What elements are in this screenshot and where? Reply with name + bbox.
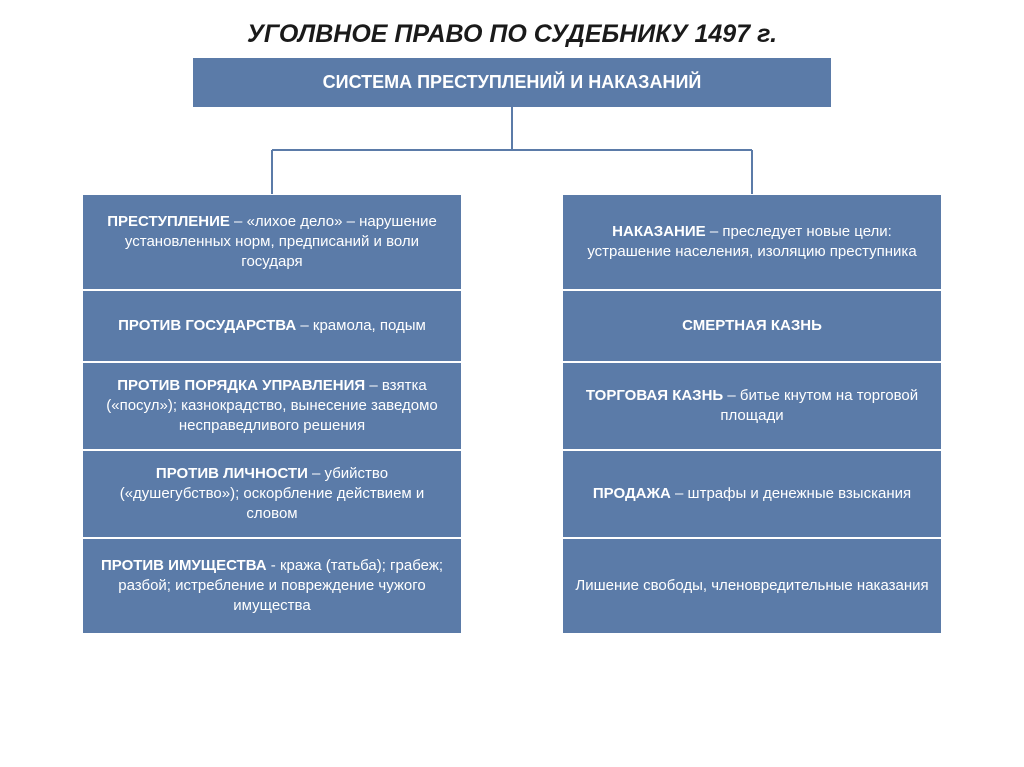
punishment-cell-3: ПРОДАЖА – штрафы и денежные взыскания <box>562 450 942 538</box>
crime-cell-3: ПРОТИВ ЛИЧНОСТИ – убийство («душегубство… <box>82 450 462 538</box>
column-crimes: ПРЕСТУПЛЕНИЕ – «лихое дело» – нарушение … <box>82 194 462 634</box>
punishment-cell-2: ТОРГОВАЯ КАЗНЬ – битье кнутом на торгово… <box>562 362 942 450</box>
page-title: УГОЛВНОЕ ПРАВО ПО СУДЕБНИКУ 1497 г. <box>0 0 1024 57</box>
punishment-cell-4: Лишение свободы, членовредительные наказ… <box>562 538 942 634</box>
header-box: СИСТЕМА ПРЕСТУПЛЕНИЙ И НАКАЗАНИЙ <box>192 57 832 108</box>
crime-cell-0: ПРЕСТУПЛЕНИЕ – «лихое дело» – нарушение … <box>82 194 462 290</box>
connector-lines <box>0 106 1024 194</box>
crime-cell-4: ПРОТИВ ИМУЩЕСТВА - кража (татьба); грабе… <box>82 538 462 634</box>
punishment-cell-1: СМЕРТНАЯ КАЗНЬ <box>562 290 942 362</box>
crime-cell-1: ПРОТИВ ГОСУДАРСТВА – крамола, подым <box>82 290 462 362</box>
punishment-cell-0: НАКАЗАНИЕ – преследует новые цели: устра… <box>562 194 942 290</box>
crime-cell-2: ПРОТИВ ПОРЯДКА УПРАВЛЕНИЯ – взятка («пос… <box>82 362 462 450</box>
columns-wrap: ПРЕСТУПЛЕНИЕ – «лихое дело» – нарушение … <box>0 194 1024 634</box>
column-punishments: НАКАЗАНИЕ – преследует новые цели: устра… <box>562 194 942 634</box>
